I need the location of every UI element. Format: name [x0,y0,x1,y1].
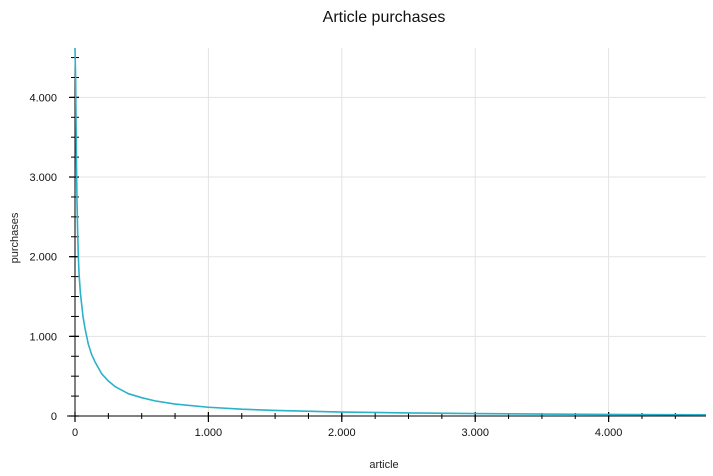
x-tick-label: 2.000 [328,427,356,439]
x-tick-label: 1.000 [195,427,223,439]
x-axis-label: article [369,459,398,471]
grid [75,48,706,416]
y-tick-label: 3.000 [29,172,57,184]
y-tick-label: 2.000 [29,252,57,264]
series-line [74,47,707,416]
x-tick-label: 0 [72,427,78,439]
chart-title: Article purchases [323,9,446,26]
x-tick-label: 3.000 [461,427,489,439]
labels: Article purchases article purchases 0 1.0… [9,9,622,471]
y-axis-label: purchases [9,212,21,263]
y-tick-label: 0 [51,411,57,423]
y-tick-label: 4.000 [29,92,57,104]
x-tick-label: 4.000 [595,427,623,439]
axes [67,48,706,422]
y-tick-label: 1.000 [29,331,57,343]
series-area [74,47,707,416]
